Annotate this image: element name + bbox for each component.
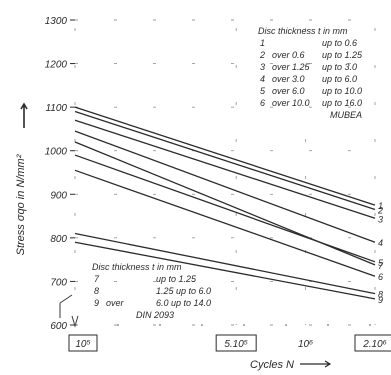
grid [74, 19, 376, 326]
series-end-label: 7 [378, 261, 384, 271]
legend-entry-to: 1.25 up to 6.0 [156, 286, 211, 296]
legend-entry-from: over 3.0 [272, 74, 305, 84]
legend-entry-to: up to 1.25 [322, 50, 363, 60]
legend-entry-from: over 1.25 [272, 62, 311, 72]
legend-din: Disc thickness t in mm 7 up to 1.25 8 1.25 u… [92, 262, 211, 320]
series-end-label: 6 [378, 272, 383, 282]
legend-entry-to: 6.0 up to 14.0 [156, 298, 211, 308]
x-axis-arrow [300, 360, 332, 368]
corner-mark [59, 294, 79, 328]
legend-title: Disc thickness t in mm [92, 262, 182, 272]
series-line [74, 130, 376, 243]
y-tick-label: 600 [50, 321, 67, 332]
y-axis-label: Stress σqo in N/mm² [15, 154, 27, 255]
y-axis-arrow [20, 102, 28, 128]
series-end-label: 2 [377, 206, 383, 216]
series-line [74, 110, 376, 211]
legend-entry-from: over 0.6 [272, 50, 305, 60]
x-tick-label: 2.10⁶ [362, 339, 387, 350]
legend-entry-to: up to 10.0 [322, 86, 362, 96]
series-line [74, 141, 376, 266]
x-tick-box [354, 334, 391, 352]
legend-entry-num: 6 [260, 98, 265, 108]
series-line [74, 232, 376, 295]
legend-mubea: Disc thickness t in mm 1 up to 0.6 2 over 0.… [258, 26, 363, 120]
legend-entry-from: over [106, 298, 125, 308]
y-tick-label: 800 [50, 234, 67, 245]
legend-entry-to: up to 0.6 [322, 38, 357, 48]
legend-footer: DIN 2093 [136, 310, 174, 320]
series-end-label: 8 [378, 290, 383, 300]
legend-entry-num: 5 [260, 86, 266, 96]
legend-entry-num: 4 [260, 74, 265, 84]
x-tick-label: 10⁶ [298, 339, 313, 350]
y-tick-label: 900 [50, 190, 67, 201]
y-tick-label: 1300 [45, 16, 68, 27]
legend-entry-num: 7 [94, 274, 100, 284]
x-tick-label: 10⁵ [75, 339, 90, 350]
legend-entry-num: 2 [259, 50, 265, 60]
tick-labels: 1300 1200 1100 1000 900 800 700 600 10⁵ 5.10⁵ 10⁶ 2… [45, 16, 391, 352]
series-group [74, 106, 376, 300]
legend-entry-to: up to 6.0 [322, 74, 357, 84]
series-line [74, 119, 376, 219]
x-tick-box [215, 334, 257, 352]
y-axis-label-group: Stress σqo in N/mm² [15, 154, 27, 255]
y-tick-label: 1100 [45, 103, 67, 114]
legend-footer: MUBEA [330, 110, 362, 120]
series-end-label: 5 [378, 258, 384, 268]
y-tick-label: 1000 [45, 147, 68, 158]
legend-entry-to: up to 16.0 [322, 98, 362, 108]
series-end-label: 1 [378, 201, 383, 211]
legend-entry-from: over 10.0 [272, 98, 310, 108]
series-end-label: 4 [378, 238, 383, 248]
legend-entry-from: over 6.0 [272, 86, 305, 96]
y-tick-label: 700 [50, 277, 67, 288]
legend-entry-num: 1 [260, 38, 265, 48]
legend-entry-num: 3 [260, 62, 265, 72]
x-axis-label: Cycles N [250, 359, 294, 371]
legend-entry-num: 8 [94, 286, 99, 296]
series-end-label: 3 [378, 214, 383, 224]
y-tick-label: 1200 [45, 60, 68, 71]
legend-entry-to: up to 1.25 [156, 274, 197, 284]
series-line [74, 106, 376, 206]
series-line [74, 241, 376, 300]
series-end-label: 9 [378, 295, 383, 305]
x-tick-box [68, 334, 98, 352]
legend-entry-num: 9 [94, 298, 99, 308]
legend-title: Disc thickness t in mm [258, 26, 348, 36]
x-tick-label: 5.10⁵ [224, 339, 248, 350]
legend-entry-to: up to 3.0 [322, 62, 357, 72]
series-line [74, 169, 376, 277]
